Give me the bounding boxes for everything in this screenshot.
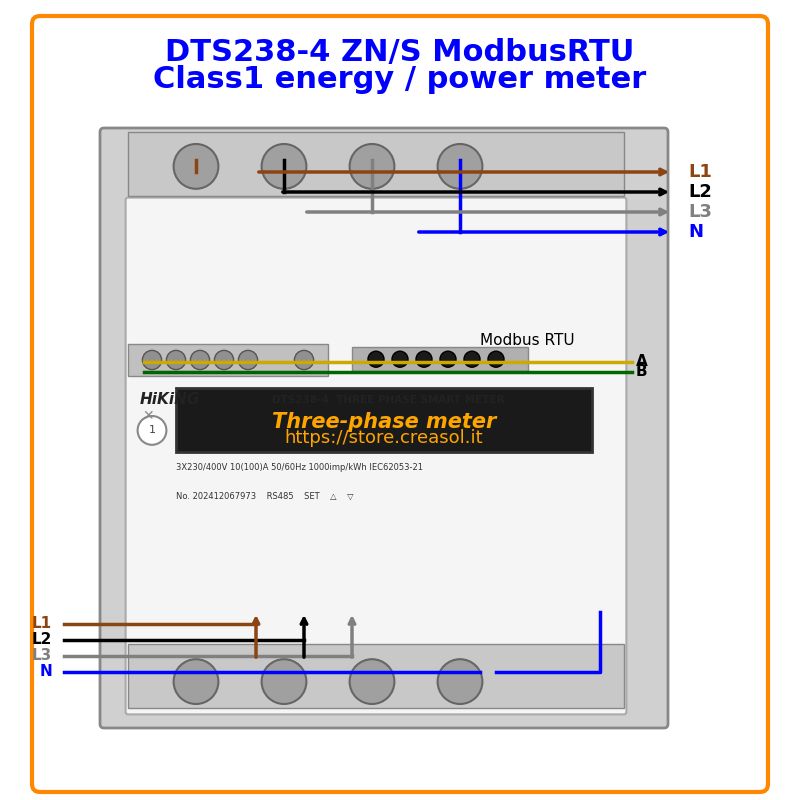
Text: 3X230/400V 10(100)A 50/60Hz 1000imp/kWh IEC62053-21: 3X230/400V 10(100)A 50/60Hz 1000imp/kWh … — [176, 463, 423, 473]
Text: L1: L1 — [32, 617, 52, 631]
Text: L3: L3 — [32, 649, 52, 663]
Circle shape — [190, 350, 210, 370]
Circle shape — [138, 416, 166, 445]
Circle shape — [488, 351, 504, 367]
Circle shape — [262, 144, 306, 189]
Circle shape — [294, 350, 314, 370]
Bar — [352, 347, 528, 371]
Circle shape — [416, 351, 432, 367]
Text: N: N — [688, 223, 703, 241]
Circle shape — [438, 144, 482, 189]
Circle shape — [174, 144, 218, 189]
Bar — [128, 132, 624, 196]
Circle shape — [350, 144, 394, 189]
Circle shape — [440, 351, 456, 367]
Text: DTS238-4  THREE PHASE SMART METER: DTS238-4 THREE PHASE SMART METER — [272, 395, 505, 405]
Circle shape — [238, 350, 258, 370]
Bar — [176, 388, 592, 452]
Circle shape — [350, 659, 394, 704]
Text: Three-phase meter: Three-phase meter — [272, 413, 496, 432]
Text: ✕: ✕ — [142, 409, 154, 423]
Circle shape — [262, 659, 306, 704]
Text: HiKiNG: HiKiNG — [140, 393, 200, 407]
Circle shape — [464, 351, 480, 367]
Text: 1: 1 — [149, 426, 155, 435]
FancyBboxPatch shape — [32, 16, 768, 792]
Text: L1: L1 — [688, 163, 712, 181]
Circle shape — [166, 350, 186, 370]
Text: Modbus RTU: Modbus RTU — [480, 333, 574, 348]
Circle shape — [392, 351, 408, 367]
FancyBboxPatch shape — [126, 198, 626, 714]
Text: Class1 energy / power meter: Class1 energy / power meter — [154, 66, 646, 94]
Text: B: B — [636, 365, 648, 379]
Text: L3: L3 — [688, 203, 712, 221]
Text: L2: L2 — [32, 633, 52, 647]
Circle shape — [214, 350, 234, 370]
Text: L2: L2 — [688, 183, 712, 201]
Text: https://store.creasol.it: https://store.creasol.it — [285, 429, 483, 446]
Circle shape — [368, 351, 384, 367]
Circle shape — [438, 659, 482, 704]
Text: No. 202412067973    RS485    SET    △    ▽: No. 202412067973 RS485 SET △ ▽ — [176, 491, 354, 501]
Bar — [128, 644, 624, 708]
Circle shape — [174, 659, 218, 704]
Circle shape — [142, 350, 162, 370]
Bar — [128, 344, 328, 376]
FancyBboxPatch shape — [100, 128, 668, 728]
Text: A: A — [636, 354, 648, 369]
Text: N: N — [39, 665, 52, 679]
Text: DTS238-4 ZN/S ModbusRTU: DTS238-4 ZN/S ModbusRTU — [166, 38, 634, 66]
